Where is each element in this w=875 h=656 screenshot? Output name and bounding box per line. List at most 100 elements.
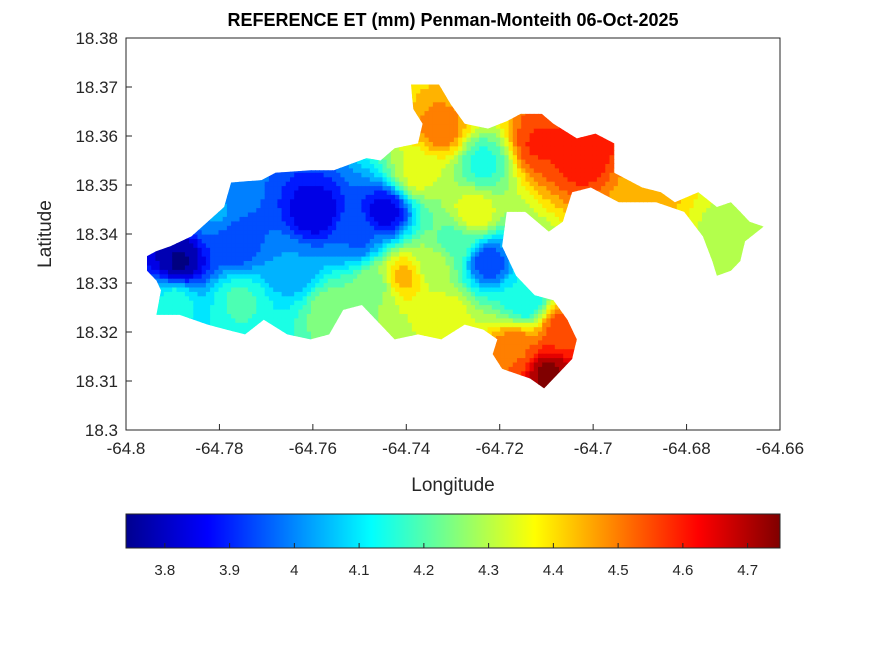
heatmap-cell xyxy=(281,234,287,239)
heatmap-cell xyxy=(205,220,211,226)
heatmap-cell xyxy=(222,260,228,266)
heatmap-cell xyxy=(357,273,362,279)
heatmap-cell xyxy=(290,264,295,270)
heatmap-cell xyxy=(416,203,421,209)
heatmap-cell xyxy=(298,185,304,191)
heatmap-cell xyxy=(416,194,421,200)
heatmap-cell xyxy=(340,238,346,244)
heatmap-cell xyxy=(411,88,417,94)
heatmap-cell xyxy=(407,163,413,169)
heatmap-cell xyxy=(386,154,392,160)
heatmap-cell xyxy=(369,282,375,288)
heatmap-cell xyxy=(323,194,329,200)
heatmap-cell xyxy=(222,282,228,288)
heatmap-cell xyxy=(163,260,169,266)
heatmap-cell xyxy=(407,295,413,301)
heatmap-cell xyxy=(357,194,362,200)
heatmap-cell xyxy=(302,198,308,204)
heatmap-cell xyxy=(306,194,312,200)
heatmap-cell xyxy=(285,238,291,244)
heatmap-cell xyxy=(260,234,266,239)
heatmap-cell xyxy=(302,216,308,222)
heatmap-cell xyxy=(332,216,337,222)
heatmap-cell xyxy=(420,203,426,209)
heatmap-cell xyxy=(369,286,375,292)
heatmap-cell xyxy=(294,282,299,288)
heatmap-cell xyxy=(268,300,274,306)
heatmap-cell xyxy=(411,181,417,187)
heatmap-cell xyxy=(424,260,430,266)
heatmap-cell xyxy=(424,145,430,151)
heatmap-cell xyxy=(386,331,392,336)
heatmap-cell xyxy=(344,247,350,253)
heatmap-cell xyxy=(437,203,442,209)
heatmap-cell xyxy=(344,273,350,279)
heatmap-cell xyxy=(386,260,392,266)
heatmap-cell xyxy=(357,300,362,306)
heatmap-cell xyxy=(281,247,287,253)
heatmap-cell xyxy=(277,313,283,319)
heatmap-cell xyxy=(437,150,442,156)
heatmap-cell xyxy=(231,269,236,275)
heatmap-cell xyxy=(159,295,165,301)
heatmap-cell xyxy=(311,189,316,195)
heatmap-cell xyxy=(411,172,417,178)
heatmap-cell xyxy=(411,189,417,195)
heatmap-cell xyxy=(424,128,430,134)
heatmap-cell xyxy=(214,242,220,248)
heatmap-cell xyxy=(239,203,245,209)
heatmap-cell xyxy=(247,264,253,270)
heatmap-cell xyxy=(268,198,274,204)
heatmap-cell xyxy=(424,154,430,160)
heatmap-cell xyxy=(159,260,165,266)
heatmap-cell xyxy=(306,335,312,341)
heatmap-cell xyxy=(403,229,409,235)
heatmap-cell xyxy=(407,309,413,314)
heatmap-cell xyxy=(268,264,274,270)
heatmap-cell xyxy=(306,309,312,314)
heatmap-cell xyxy=(243,234,249,239)
heatmap-cell xyxy=(369,309,375,314)
heatmap-cell xyxy=(411,260,417,266)
heatmap-cell xyxy=(281,264,287,270)
heatmap-cell xyxy=(315,286,320,292)
heatmap-cell xyxy=(311,251,316,257)
heatmap-cell xyxy=(441,128,447,134)
heatmap-cell xyxy=(285,286,291,292)
heatmap-cell xyxy=(247,260,253,266)
heatmap-cell xyxy=(353,242,358,248)
heatmap-cell xyxy=(298,211,304,217)
heatmap-cell xyxy=(184,256,190,261)
heatmap-cell xyxy=(176,278,182,284)
heatmap-cell xyxy=(222,304,228,310)
heatmap-cell xyxy=(399,326,405,332)
heatmap-cell xyxy=(218,282,224,288)
heatmap-cell xyxy=(239,295,245,301)
heatmap-cell xyxy=(311,185,316,191)
heatmap-cell xyxy=(336,238,341,244)
heatmap-cell xyxy=(403,172,409,178)
heatmap-cell xyxy=(306,229,312,235)
heatmap-cell xyxy=(189,291,194,297)
heatmap-cell xyxy=(407,273,413,279)
heatmap-cell xyxy=(222,225,228,231)
heatmap-cell xyxy=(319,198,325,204)
heatmap-cell xyxy=(168,300,173,306)
heatmap-cell xyxy=(231,313,236,319)
heatmap-cell xyxy=(298,207,304,213)
heatmap-cell xyxy=(403,234,409,239)
heatmap-cell xyxy=(268,220,274,226)
heatmap-cell xyxy=(273,273,278,279)
heatmap-cell xyxy=(327,238,333,244)
heatmap-cell xyxy=(386,300,392,306)
heatmap-cell xyxy=(420,84,426,85)
heatmap-cell xyxy=(441,269,447,275)
heatmap-cell xyxy=(332,229,337,235)
heatmap-cell xyxy=(264,176,270,182)
heatmap-cell xyxy=(311,229,316,235)
heatmap-cell xyxy=(184,260,190,266)
heatmap-cell xyxy=(285,313,291,319)
heatmap-cell xyxy=(386,189,392,195)
heatmap-cell xyxy=(163,264,169,270)
heatmap-cell xyxy=(285,269,291,275)
